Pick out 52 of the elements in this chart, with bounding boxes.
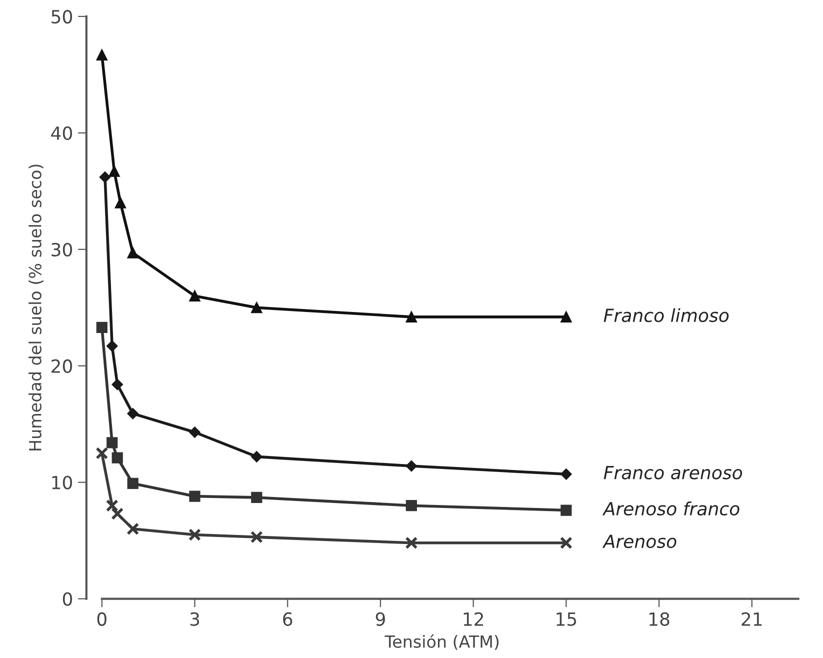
point xyxy=(96,322,108,333)
y-tick-label: 0 xyxy=(62,592,72,606)
series-label: Franco arenoso xyxy=(604,466,742,480)
point xyxy=(406,460,418,472)
x-tick-label: 15 xyxy=(556,612,576,626)
point xyxy=(250,530,263,544)
point xyxy=(189,290,200,302)
y-tick-label: 20 xyxy=(52,359,72,373)
point xyxy=(112,452,123,464)
point xyxy=(251,492,262,504)
point xyxy=(189,490,200,502)
point xyxy=(112,378,123,390)
point xyxy=(126,522,140,536)
point xyxy=(188,528,201,541)
series-label: Franco limoso xyxy=(604,308,729,322)
point xyxy=(560,536,572,550)
point xyxy=(127,478,138,490)
point xyxy=(405,536,418,550)
x-tick-label: 0 xyxy=(97,612,106,626)
point xyxy=(106,340,118,352)
y-tick-label: 30 xyxy=(52,242,72,256)
x-tick-label: 3 xyxy=(190,612,200,626)
point xyxy=(108,166,120,177)
point xyxy=(96,446,108,460)
series-label: Arenoso xyxy=(602,534,676,548)
point xyxy=(127,408,138,420)
x-tick-label: 12 xyxy=(464,612,483,626)
y-tick-label: 50 xyxy=(52,10,72,24)
point xyxy=(106,437,118,448)
series-label: Arenoso franco xyxy=(602,502,740,516)
point xyxy=(406,500,417,512)
point xyxy=(251,302,262,314)
point xyxy=(560,468,572,480)
x-tick-label: 9 xyxy=(376,612,385,626)
point xyxy=(96,49,108,60)
y-tick-label: 10 xyxy=(52,476,72,490)
point xyxy=(106,499,118,512)
point xyxy=(560,504,572,516)
point xyxy=(406,311,417,322)
point xyxy=(111,508,124,520)
point xyxy=(114,197,126,208)
y-axis-title: Humedad del suelo (% suelo seco) xyxy=(28,164,44,450)
point xyxy=(189,426,200,438)
point xyxy=(560,311,572,322)
point xyxy=(127,247,138,258)
point xyxy=(99,172,111,183)
point xyxy=(251,451,262,462)
x-tick-label: 6 xyxy=(283,612,292,626)
x-axis-title: Tensión (ATM) xyxy=(384,634,499,650)
x-tick-label: 18 xyxy=(650,612,670,626)
x-tick-label: 21 xyxy=(742,612,762,626)
y-tick-label: 40 xyxy=(51,126,72,140)
